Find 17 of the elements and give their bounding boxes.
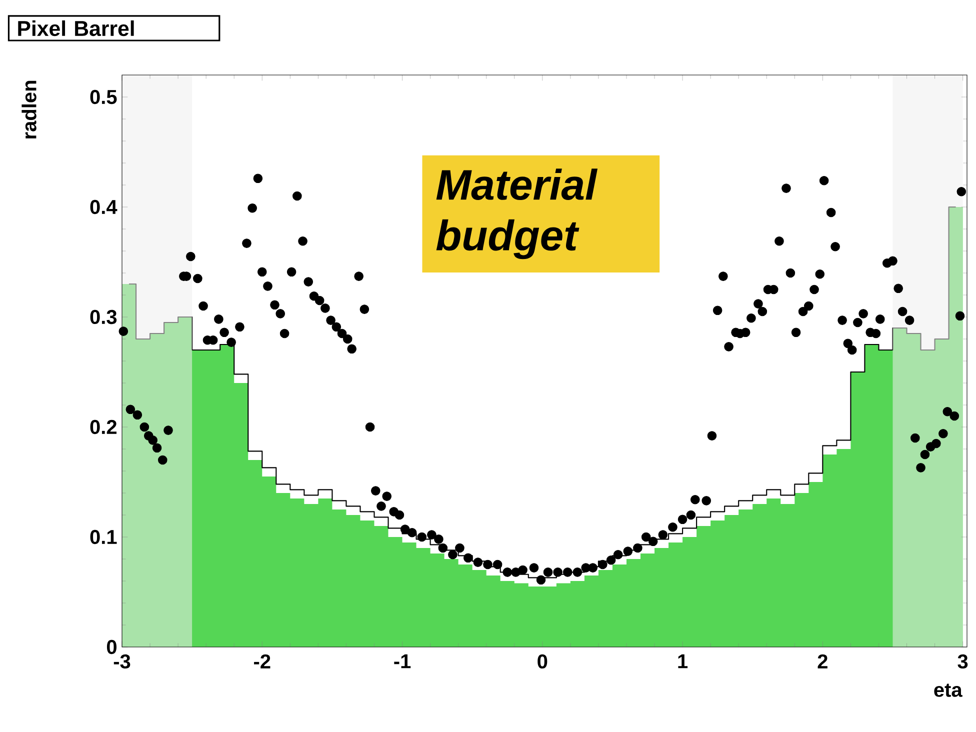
chart-title: Pixel Barrel — [18, 20, 134, 36]
x-tick-label: 3 — [958, 654, 968, 669]
y-tick-label: 0.3 — [90, 310, 117, 324]
x-tick-label: -1 — [394, 654, 411, 668]
y-tick-label: 0.1 — [90, 530, 117, 544]
y-tick-label: 0 — [106, 640, 116, 654]
x-tick-label: 2 — [818, 654, 828, 668]
x-tick-label: -3 — [114, 654, 130, 669]
y-axis-title: radlen — [22, 80, 36, 138]
y-tick-label: 0.4 — [90, 200, 118, 214]
annotation: Material budget — [436, 168, 598, 260]
x-axis-title: eta — [934, 684, 962, 697]
x-tick-label: -2 — [254, 654, 270, 668]
y-tick-label: 0.2 — [90, 420, 116, 434]
x-tick-label: 1 — [678, 654, 688, 668]
x-tick-label: 0 — [538, 654, 548, 669]
y-tick-label: 0.5 — [90, 90, 117, 104]
